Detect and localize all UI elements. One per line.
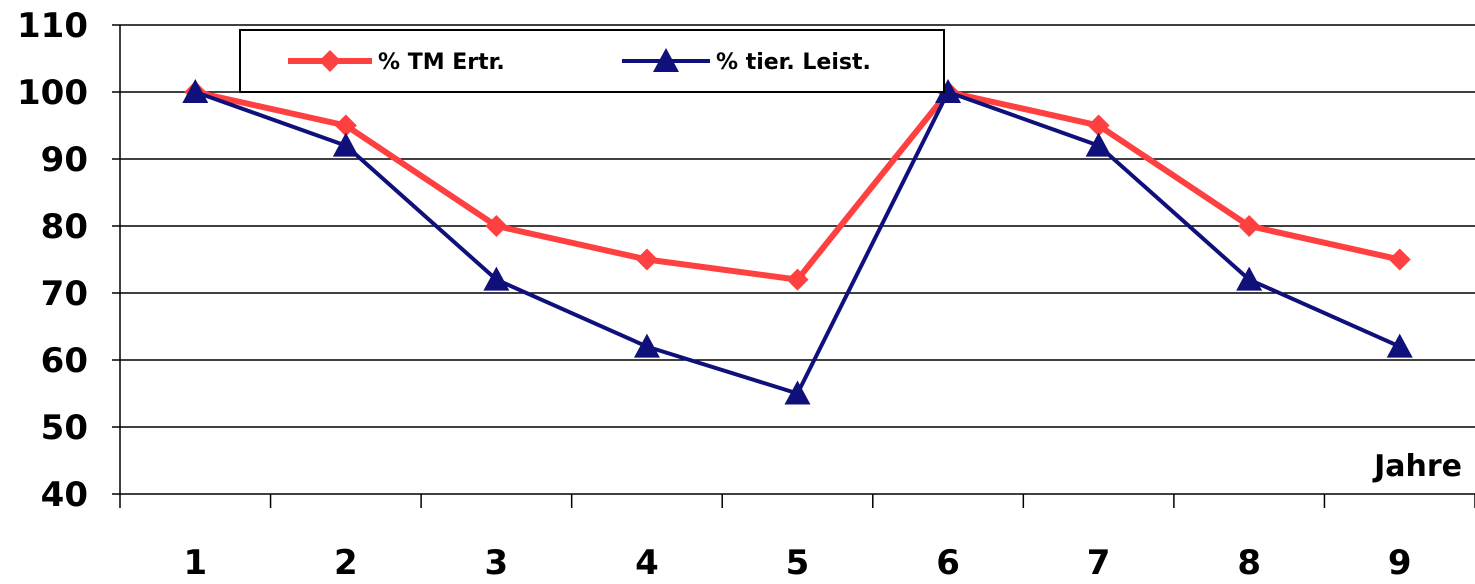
legend-label: % tier. Leist. (716, 50, 871, 75)
axes: 40 50 60 70 80 90 100 110 1 2 3 4 5 6 7 8 9 (17, 6, 1475, 583)
x-axis-label: Jahre (1372, 449, 1462, 484)
x-tick-label: 8 (1237, 543, 1261, 583)
data-point-triangle (483, 266, 510, 291)
y-tick-label: 100 (17, 73, 88, 113)
legend-entry: % TM Ertr. (288, 50, 505, 75)
data-point-diamond (1238, 215, 1261, 237)
legend: % TM Ertr. % tier. Leist. (239, 29, 945, 93)
data-point-triangle (182, 79, 209, 104)
data-point-triangle (1085, 132, 1112, 157)
data-point-diamond (1087, 114, 1110, 137)
x-tick-label: 1 (183, 543, 207, 583)
series-2 (182, 79, 1413, 405)
data-point-diamond (635, 248, 658, 271)
y-tick-label: 40 (41, 475, 88, 515)
x-tick-label: 9 (1388, 543, 1412, 583)
y-tick-label: 90 (41, 140, 88, 180)
data-point-diamond (786, 268, 809, 291)
data-point-triangle (653, 48, 679, 73)
data-point-triangle (935, 79, 962, 104)
y-tick-label: 50 (41, 408, 88, 448)
data-point-triangle (332, 132, 359, 157)
data-point-triangle (784, 380, 811, 405)
x-tick-label: 6 (936, 543, 960, 583)
x-tick-label: 3 (485, 543, 509, 583)
x-tick-label: 4 (635, 543, 659, 583)
data-point-diamond (485, 215, 508, 237)
y-tick-label: 70 (41, 274, 88, 314)
x-tick-label: 2 (334, 543, 358, 583)
series-line (194, 90, 1401, 396)
data-point-triangle (1386, 333, 1413, 358)
legend-label: % TM Ertr. (378, 50, 505, 75)
y-tick-label: 80 (41, 207, 88, 247)
x-tick-label: 5 (786, 543, 810, 583)
y-tick-label: 60 (41, 341, 88, 381)
x-tick-label: 7 (1087, 543, 1111, 583)
data-point-diamond (319, 50, 341, 72)
data-point-diamond (334, 114, 357, 137)
data-point-diamond (1388, 248, 1411, 271)
data-point-triangle (633, 333, 660, 358)
data-point-triangle (1236, 266, 1263, 291)
gridlines (120, 24, 1475, 495)
series-layer (182, 79, 1413, 405)
y-tick-label: 110 (17, 6, 88, 46)
legend-entry: % tier. Leist. (622, 48, 871, 75)
